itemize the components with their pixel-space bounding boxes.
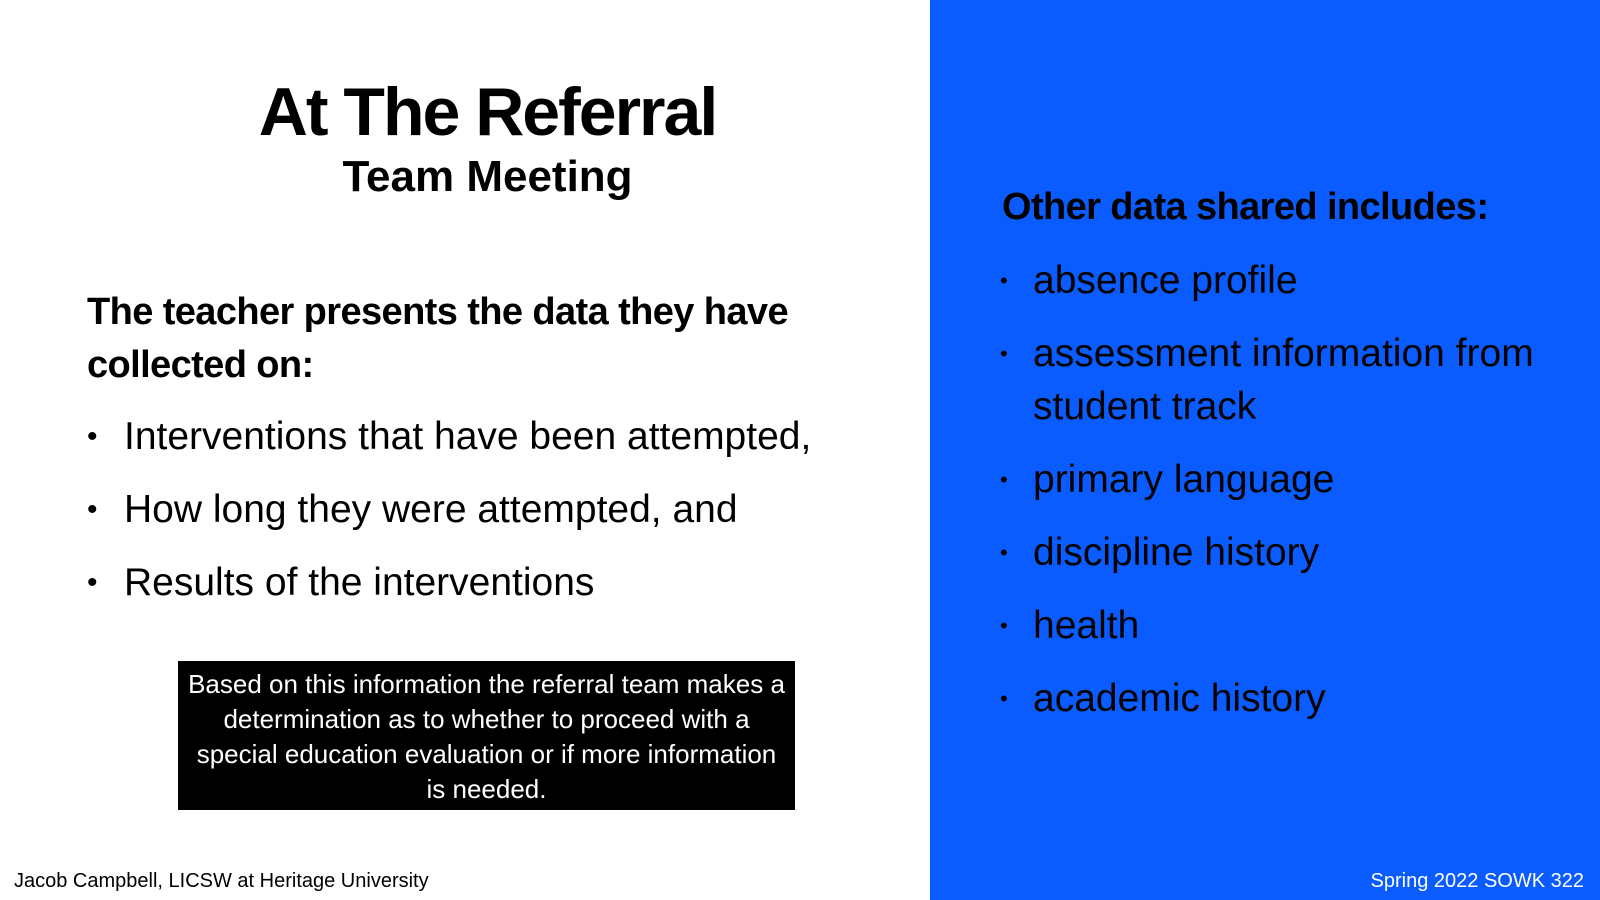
list-item-text: absence profile (1033, 259, 1298, 302)
bullet-icon: • (87, 493, 98, 526)
other-data-list: • absence profile • assessment informati… (1000, 254, 1570, 745)
list-item-text: assessment information from student trac… (1033, 332, 1534, 428)
intervention-list: • Interventions that have been attempted… (87, 410, 907, 629)
list-item: • academic history (1000, 672, 1570, 725)
bullet-icon: • (1000, 467, 1008, 492)
list-item-text: health (1033, 604, 1140, 647)
list-item-text: discipline history (1033, 531, 1320, 574)
bullet-icon: • (1000, 540, 1008, 565)
bullet-icon: • (87, 566, 98, 599)
intro-text: The teacher presents the data they have … (87, 291, 789, 386)
right-panel (930, 0, 1600, 900)
bullet-icon: • (87, 420, 98, 453)
footer-course: Spring 2022 SOWK 322 (1370, 870, 1584, 892)
bullet-icon: • (1000, 341, 1008, 366)
list-item: • absence profile (1000, 254, 1570, 307)
list-item: • Results of the interventions (87, 556, 907, 610)
slide-subtitle: Team Meeting (342, 152, 633, 201)
bullet-icon: • (1000, 268, 1008, 293)
list-item: • discipline history (1000, 526, 1570, 579)
list-item: • Interventions that have been attempted… (87, 410, 907, 464)
list-item: • health (1000, 599, 1570, 652)
list-item: • How long they were attempted, and (87, 483, 907, 537)
other-data-heading: Other data shared includes: (1002, 186, 1489, 228)
slide-title: At The Referral (258, 74, 718, 150)
bullet-icon: • (1000, 686, 1008, 711)
list-item: • assessment information from student tr… (1000, 327, 1570, 433)
list-item-text: academic history (1033, 677, 1326, 720)
left-panel: At The Referral Team Meeting The teacher… (14, 74, 907, 892)
callout-box: Based on this information the referral t… (178, 661, 795, 810)
bullet-icon: • (1000, 613, 1008, 638)
list-item-text: Results of the interventions (124, 561, 595, 604)
list-item-text: How long they were attempted, and (124, 488, 738, 531)
footer-author: Jacob Campbell, LICSW at Heritage Univer… (14, 870, 429, 892)
list-item: • primary language (1000, 453, 1570, 506)
list-item-text: Interventions that have been attempted, (124, 415, 812, 458)
list-item-text: primary language (1033, 458, 1335, 501)
